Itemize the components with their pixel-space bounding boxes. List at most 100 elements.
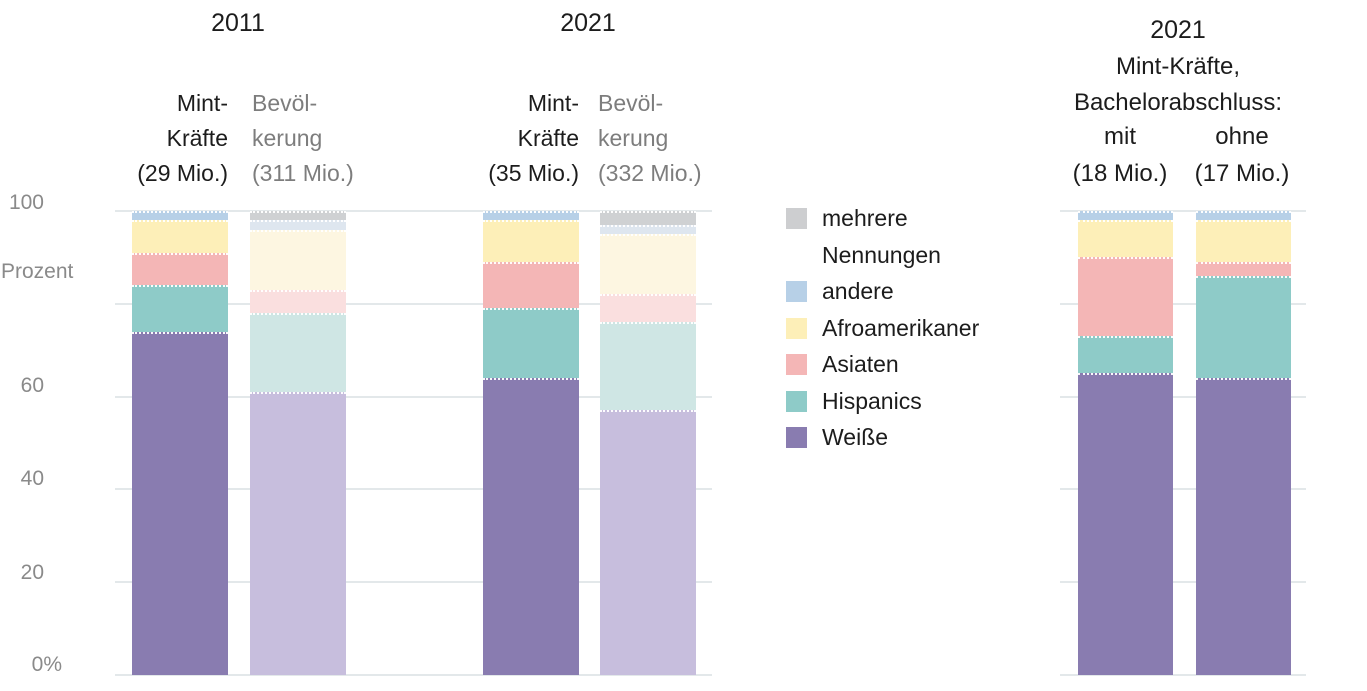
- segment-afroamerikaner: [132, 220, 228, 253]
- legend-label: Afroamerikaner: [822, 310, 979, 347]
- gridline-20: [115, 581, 712, 584]
- y-tick-20: 20: [20, 561, 44, 584]
- bar-mint-2021: [483, 211, 579, 675]
- group3-ohne-label: ohne (17 Mio.): [1177, 119, 1307, 192]
- label-line: (35 Mio.): [488, 160, 579, 186]
- segment-hispanics: [250, 313, 346, 392]
- segment-andere: [250, 220, 346, 230]
- segment-andere: [1078, 211, 1173, 221]
- segment-hispanics: [1196, 275, 1291, 378]
- label-line: Kräfte: [517, 125, 579, 151]
- legend: mehrere Nennungen andere Afroamerikaner …: [786, 200, 979, 456]
- gridline-100: [1060, 210, 1306, 213]
- segment-hispanics: [483, 308, 579, 378]
- label-line: (17 Mio.): [1194, 159, 1290, 187]
- group2-population-label: Bevöl- kerung (332 Mio.): [598, 86, 738, 191]
- y-axis-title: Prozent: [1, 260, 74, 283]
- legend-swatch-afroamerikaner: [786, 317, 807, 339]
- plot-area-right: [1060, 210, 1306, 676]
- legend-item-asiaten: Asiaten: [786, 346, 979, 383]
- label-line: (332 Mio.): [598, 160, 702, 186]
- legend-label: mehrere Nennungen: [822, 200, 941, 273]
- group1-population-label: Bevöl- kerung (311 Mio.): [252, 86, 392, 191]
- label-line: Bevöl-: [598, 90, 664, 116]
- label-line: mehrere: [822, 205, 908, 231]
- label-line: (18 Mio.): [1072, 159, 1168, 187]
- gridline-100: [115, 210, 712, 213]
- legend-label: andere: [822, 273, 894, 310]
- gridline-60: [115, 395, 712, 398]
- legend-item-afroamerikaner: Afroamerikaner: [786, 310, 979, 347]
- gridline-80: [1060, 302, 1306, 305]
- segment-weiße: [1196, 378, 1291, 675]
- segment-mehrere-nennungen: [250, 211, 346, 221]
- gridline-60: [1060, 395, 1306, 398]
- bar-mit-bachelor-2021: [1078, 211, 1173, 675]
- legend-swatch-mehrere-nennungen: [786, 208, 807, 229]
- segment-afroamerikaner: [1078, 220, 1173, 258]
- segment-afroamerikaner: [1196, 220, 1291, 263]
- label-line: 2021: [1150, 16, 1206, 44]
- legend-label: Hispanics: [822, 383, 922, 420]
- label-line: Bevöl-: [252, 90, 318, 116]
- segment-andere: [600, 224, 696, 235]
- group2-mint-label: Mint- Kräfte (35 Mio.): [447, 86, 579, 191]
- segment-afroamerikaner: [250, 229, 346, 290]
- segment-mehrere-nennungen: [600, 211, 696, 225]
- label-line: Kräfte: [166, 125, 228, 151]
- group2-year-title: 2021: [560, 9, 616, 37]
- segment-weiße: [1078, 373, 1173, 675]
- segment-afroamerikaner: [600, 234, 696, 295]
- gridline-80: [115, 302, 712, 305]
- legend-swatch-weisse: [786, 427, 807, 448]
- segment-weiße: [250, 391, 346, 675]
- segment-hispanics: [1078, 336, 1173, 374]
- bar-bevoelkerung-2021: [600, 211, 696, 675]
- legend-label: Asiaten: [822, 346, 899, 383]
- gridline-0: [115, 674, 712, 676]
- label-line: Mint-Kräfte,: [1115, 52, 1241, 80]
- legend-item-mehrere-nennungen: mehrere Nennungen: [786, 200, 979, 273]
- legend-swatch-andere: [786, 281, 807, 302]
- segment-asiaten: [250, 289, 346, 314]
- segment-asiaten: [1078, 257, 1173, 337]
- gridline-0: [1060, 674, 1306, 676]
- segment-afroamerikaner: [483, 220, 579, 263]
- legend-swatch-asiaten: [786, 354, 807, 375]
- label-line: Hispanics: [822, 387, 922, 414]
- plot-area-left: [115, 210, 712, 676]
- bar-mint-2011: [132, 211, 228, 675]
- segment-hispanics: [600, 322, 696, 411]
- legend-item-weisse: Weiße: [786, 419, 979, 456]
- label-line: Nennungen: [822, 241, 941, 268]
- label-line: (311 Mio.): [252, 160, 354, 186]
- label-line: Mint-: [176, 90, 228, 116]
- y-tick-100: 100: [8, 191, 44, 214]
- y-tick-60: 60: [20, 374, 44, 397]
- label-line: mit: [1104, 123, 1136, 150]
- label-line: (29 Mio.): [137, 160, 228, 186]
- gridline-40: [115, 488, 712, 491]
- label-line: Afroamerikaner: [822, 314, 980, 341]
- segment-asiaten: [132, 252, 228, 286]
- label-line: kerung: [252, 125, 323, 151]
- y-tick-40: 40: [20, 467, 44, 490]
- segment-asiaten: [600, 294, 696, 323]
- group3-mit-label: mit (18 Mio.): [1055, 119, 1185, 192]
- segment-weiße: [483, 378, 579, 675]
- gridline-20: [1060, 581, 1306, 584]
- label-line: Asiaten: [822, 351, 899, 377]
- label-line: Bachelorabschluss:: [1073, 89, 1283, 116]
- segment-hispanics: [132, 285, 228, 332]
- label-line: kerung: [598, 125, 669, 151]
- legend-item-andere: andere: [786, 273, 979, 310]
- segment-andere: [132, 211, 228, 221]
- segment-asiaten: [1196, 262, 1291, 276]
- label-line: ohne: [1215, 123, 1269, 150]
- group3-title: 2021 Mint-Kräfte, Bachelorabschluss:: [1048, 12, 1308, 122]
- label-line: Mint-: [527, 90, 579, 116]
- legend-label: Weiße: [822, 419, 888, 456]
- segment-asiaten: [483, 262, 579, 309]
- bar-bevoelkerung-2011: [250, 211, 346, 675]
